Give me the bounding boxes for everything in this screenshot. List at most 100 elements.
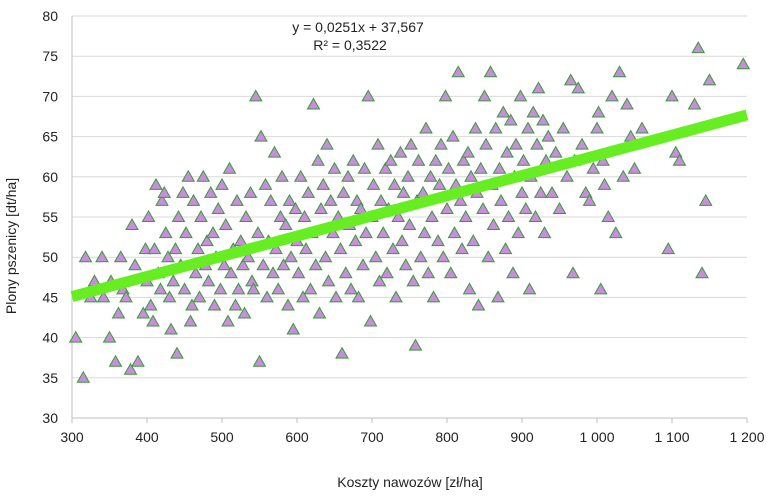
data-point [402,218,417,231]
data-point [503,113,518,126]
data-point [192,290,207,303]
data-point [434,137,448,150]
data-point [425,209,439,222]
data-point [413,250,428,263]
data-point [201,274,216,287]
data-point [316,177,331,190]
data-point [351,290,366,303]
trendline-equation: y = 0,0251x + 37,567 [292,19,424,35]
data-point [125,218,139,231]
data-point [296,290,310,303]
data-point [221,314,235,327]
x-tick-label: 400 [135,429,159,445]
data-point [586,161,601,174]
data-point [248,89,263,102]
data-point [138,242,153,255]
data-point [155,193,169,206]
data-point [286,322,301,335]
data-point [102,330,117,343]
data-point [687,97,702,110]
y-tick-label: 50 [42,249,58,265]
data-point [320,137,334,150]
data-point [473,161,488,174]
data-point [401,169,415,182]
data-point [582,193,597,206]
data-point [516,153,531,166]
data-point [545,185,559,198]
data-point [477,89,492,102]
data-point [488,121,503,134]
data-point [695,266,709,279]
data-point [293,169,308,182]
data-point [698,193,713,206]
data-point [203,185,218,198]
data-point [411,153,426,166]
data-point [146,314,160,327]
y-tick-label: 70 [42,88,58,104]
data-point [612,65,627,78]
y-tick-label: 75 [42,48,58,64]
data-point [224,266,238,279]
data-point [476,201,490,214]
data-point [338,266,353,279]
data-point [531,81,546,94]
y-tick-label: 30 [42,410,58,426]
data-point [123,362,138,375]
data-point [736,57,751,70]
data-point [299,242,313,255]
data-point [383,153,398,166]
data-point [566,266,580,279]
data-point [218,218,233,231]
data-point [591,105,606,118]
data-point [164,322,178,335]
x-tick-label: 1 100 [654,429,689,445]
data-point [359,226,373,239]
data-point [396,185,411,198]
data-point [428,153,443,166]
data-point [389,290,403,303]
data-point [479,137,493,150]
data-point [291,266,306,279]
data-point [196,169,211,182]
data-point [627,161,642,174]
data-point [506,266,520,279]
data-point [233,234,248,247]
data-point [188,266,203,279]
x-tick-label: 700 [360,429,384,445]
data-point [702,73,717,86]
data-point [263,193,278,206]
trendline-group [70,109,749,302]
data-point [258,177,273,190]
x-axis-title: Koszty nawozów [zł/ha] [337,474,483,490]
data-point [153,282,168,295]
data-point [443,266,458,279]
data-point [183,314,198,327]
data-point [511,226,526,239]
data-point [200,234,214,247]
data-point [333,242,348,255]
data-point [245,274,259,287]
x-tick-label: 800 [435,429,459,445]
data-point [668,145,683,158]
data-point [344,282,358,295]
data-point [323,193,338,206]
data-point [404,137,418,150]
data-point [357,161,372,174]
data-point [616,169,631,182]
data-point [276,258,291,271]
data-point [346,153,361,166]
data-point [179,226,193,239]
data-point [601,209,616,222]
data-point [356,258,370,271]
x-tick-label: 600 [285,429,309,445]
data-point [170,346,184,359]
data-point [456,153,471,166]
data-point [260,290,274,303]
data-point [256,258,271,271]
data-point [471,298,486,311]
data-point [526,105,541,118]
data-point [509,137,523,150]
data-point [432,177,447,190]
data-point [282,193,297,206]
data-point [318,250,333,263]
